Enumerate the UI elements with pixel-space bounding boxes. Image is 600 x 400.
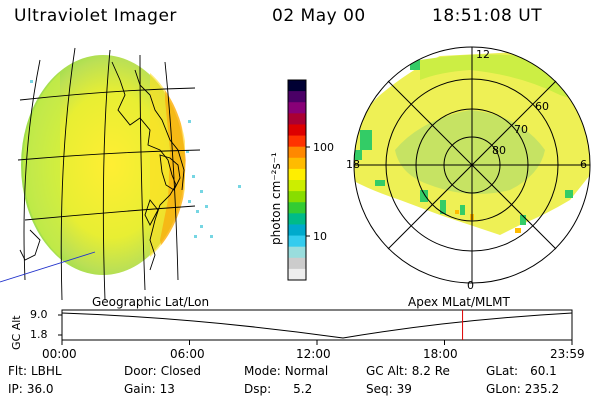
colorbar-segment [288, 124, 306, 137]
lat-label-70: 70 [514, 123, 528, 136]
coastline [19, 61, 185, 271]
polar-plot: 12 18 6 0 60 70 80 [346, 46, 591, 292]
altitude-curve [61, 312, 573, 339]
colorbar-segment [288, 113, 306, 125]
info-door: Door: Closed [124, 364, 202, 378]
info-seq: Seq: 39 [366, 382, 412, 396]
info-gcalt: GC Alt: 8.2 Re [366, 364, 450, 378]
xtick-1200: 12:00 [296, 347, 331, 361]
info-dsp: Dsp: 5.2 [244, 382, 313, 396]
colorbar-segment [288, 157, 306, 170]
colorbar-segment [288, 102, 306, 114]
mlt-label-18: 18 [346, 158, 360, 171]
colorbar-segment [288, 80, 306, 92]
altitude-frame [61, 309, 573, 341]
altitude-plot: 9.0 1.8 GC Alt 00:00 06:00 12:00 18:00 2… [10, 308, 585, 361]
info-glat: GLat: 60.1 [486, 364, 557, 378]
colorbar-segment [288, 246, 306, 259]
colorbar-tick-100: 100 [313, 141, 334, 154]
ytick-9: 9.0 [30, 308, 48, 321]
date-label: 02 May 00 [272, 6, 366, 26]
colorbar-segment [288, 146, 306, 159]
globe-image [0, 47, 241, 301]
xtick-2359: 23:59 [550, 347, 585, 361]
info-ip: IP: 36.0 [8, 382, 54, 396]
instrument-title: Ultraviolet Imager [14, 6, 177, 26]
mlt-label-6: 6 [580, 158, 587, 171]
ytick-1-8: 1.8 [30, 328, 48, 341]
info-filter: Flt: LBHL [8, 364, 62, 378]
xtick-1800: 18:00 [423, 347, 458, 361]
info-mode: Mode: Normal [244, 364, 329, 378]
xtick-0000: 00:00 [42, 347, 77, 361]
mlt-label-12: 12 [476, 48, 490, 61]
altitude-ylabel: GC Alt [10, 315, 23, 350]
colorbar-tick-10: 10 [313, 230, 327, 243]
colorbar-segment [288, 191, 306, 203]
colorbar-segment [288, 180, 306, 192]
colorbar-segment [288, 168, 306, 181]
polar-grid [353, 46, 591, 284]
time-label: 18:51:08 UT [432, 6, 543, 26]
colorbar-segment [288, 224, 306, 237]
info-glon: GLon: 235.2 [486, 382, 560, 396]
geographic-grid [0, 47, 201, 301]
colorbar-segment [288, 135, 306, 148]
colorbar: 100 10 photon cm⁻²s⁻¹ [269, 79, 334, 281]
colorbar-segment [288, 202, 306, 214]
mlt-label-0: 0 [467, 279, 474, 292]
lat-label-60: 60 [535, 100, 549, 113]
colorbar-segment [288, 213, 306, 225]
colorbar-unit-label: photon cm⁻²s⁻¹ [269, 152, 283, 245]
globe-glow [21, 55, 185, 275]
lat-label-80: 80 [492, 144, 506, 157]
right-panel-caption: Apex MLat/MLMT [408, 295, 510, 309]
colorbar-segment [288, 268, 306, 281]
colorbar-segment [288, 257, 306, 270]
colorbar-segment [288, 91, 306, 103]
xtick-0600: 06:00 [170, 347, 205, 361]
colorbar-segment [288, 235, 306, 248]
left-panel-caption: Geographic Lat/Lon [92, 295, 209, 309]
info-gain: Gain: 13 [124, 382, 175, 396]
